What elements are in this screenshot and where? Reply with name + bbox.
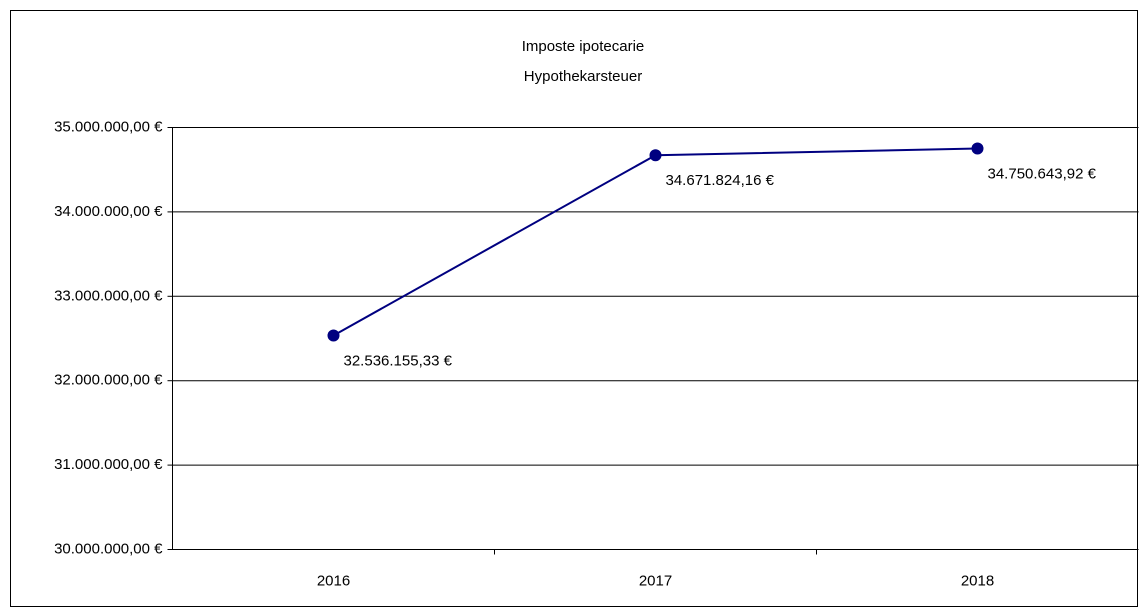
- x-tick-label: 2017: [639, 572, 672, 589]
- data-label: 32.536.155,33 €: [344, 352, 453, 369]
- data-label: 34.750.643,92 €: [988, 166, 1097, 183]
- x-tick-label: 2018: [961, 572, 994, 589]
- y-tick-label: 35.000.000,00 €: [54, 118, 163, 135]
- y-tick-label: 33.000.000,00 €: [54, 287, 163, 304]
- data-point: [649, 149, 662, 162]
- y-tick-label: 31.000.000,00 €: [54, 456, 163, 473]
- y-tick-label: 30.000.000,00 €: [54, 540, 163, 557]
- data-point: [327, 329, 340, 342]
- data-label: 34.671.824,16 €: [666, 172, 775, 189]
- chart-border: [10, 10, 1138, 607]
- chart-subtitle: Hypothekarsteuer: [524, 68, 642, 85]
- data-point: [971, 142, 984, 155]
- y-tick-label: 32.000.000,00 €: [54, 372, 163, 389]
- x-tick-label: 2016: [317, 572, 350, 589]
- chart-title: Imposte ipotecarie: [522, 38, 645, 55]
- y-tick-label: 34.000.000,00 €: [54, 203, 163, 220]
